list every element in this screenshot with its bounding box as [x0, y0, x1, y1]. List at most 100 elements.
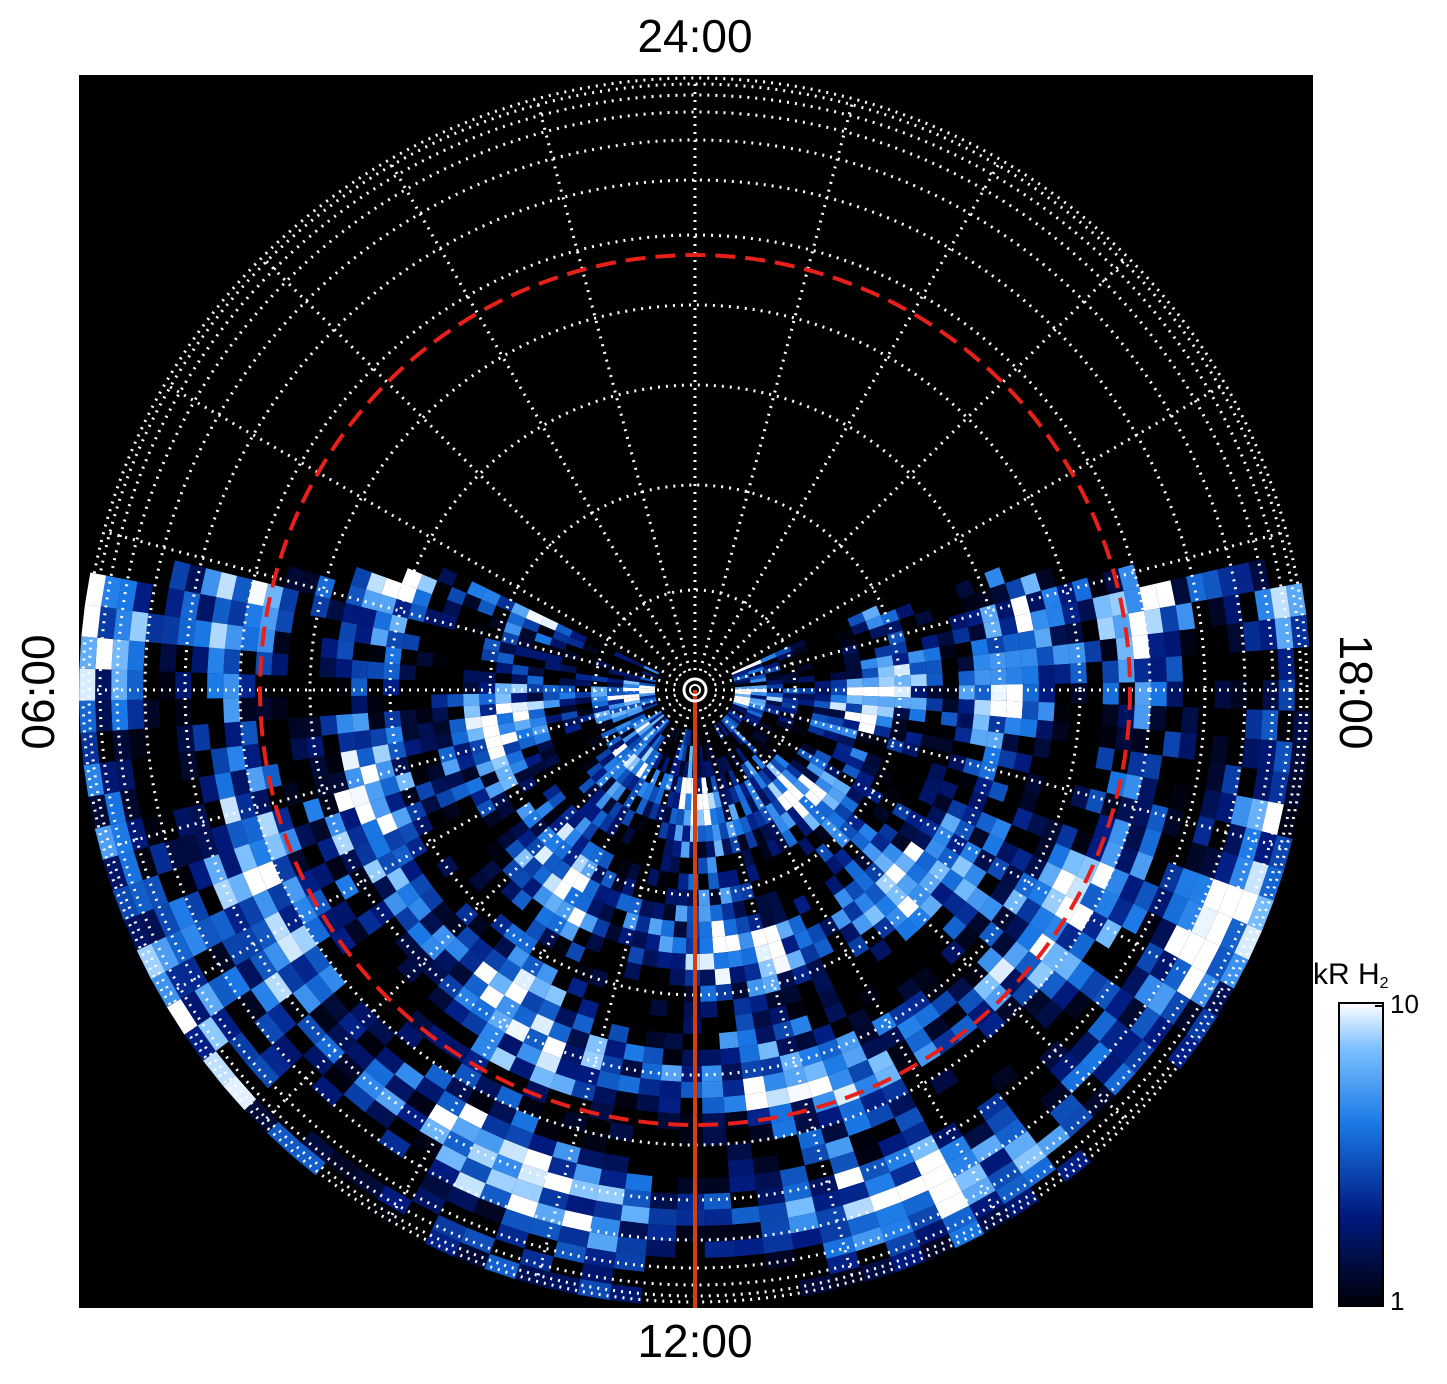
emission-cell: [308, 755, 329, 779]
emission-cell: [788, 1212, 820, 1234]
meridian: [387, 706, 687, 1221]
emission-cell: [496, 801, 516, 820]
emission-cell: [880, 609, 900, 625]
emission-cell: [604, 1039, 627, 1060]
emission-cell: [765, 674, 783, 682]
emission-cell: [782, 789, 799, 807]
emission-cell: [346, 824, 369, 849]
emission-cell: [984, 984, 1012, 1012]
emission-cell: [1214, 680, 1231, 709]
emission-cell: [865, 1103, 895, 1128]
emission-cell: [435, 733, 454, 750]
emission-cell: [454, 1242, 490, 1269]
emission-cell: [953, 926, 979, 952]
emission-cell: [845, 703, 863, 714]
emission-cell: [503, 621, 523, 637]
emission-cell: [194, 916, 222, 950]
emission-cell: [547, 645, 565, 658]
emission-cell: [765, 700, 783, 707]
emission-cell: [423, 608, 443, 627]
emission-cell: [149, 842, 174, 875]
emission-cell: [730, 730, 745, 746]
emission-cell: [231, 575, 253, 603]
emission-cell: [658, 720, 671, 735]
emission-cell: [335, 677, 352, 697]
emission-cell: [1213, 851, 1239, 885]
emission-cell: [511, 673, 528, 685]
emission-cell: [659, 854, 672, 873]
emission-cell: [833, 1166, 865, 1190]
emission-cell: [516, 1095, 545, 1119]
emission-cell: [783, 1066, 808, 1088]
emission-cell: [923, 646, 942, 662]
emission-cell: [739, 798, 753, 817]
emission-cell: [211, 596, 232, 625]
emission-cell: [484, 781, 505, 799]
emission-cell: [1038, 1040, 1070, 1071]
emission-cell: [341, 602, 362, 625]
emission-cell: [639, 696, 657, 703]
emission-cell: [622, 753, 638, 769]
emission-cell: [669, 968, 686, 986]
latitude-ring: [238, 233, 1152, 1147]
emission-cell: [786, 949, 806, 970]
emission-cell: [734, 695, 751, 701]
emission-cell: [754, 1170, 783, 1191]
emission-cell: [665, 823, 677, 841]
emission-cell: [221, 966, 251, 999]
emission-cell: [636, 780, 650, 798]
emission-cell: [381, 577, 402, 599]
emission-cell: [930, 990, 958, 1016]
emission-cell: [672, 792, 681, 809]
emission-cell: [591, 809, 608, 828]
emission-cell: [895, 918, 919, 942]
emission-cell: [361, 818, 384, 843]
emission-cell: [780, 706, 798, 716]
emission-cell: [639, 692, 656, 697]
emission-cell: [877, 1132, 908, 1158]
emission-cell: [656, 870, 670, 889]
emission-cell: [521, 877, 543, 899]
emission-cell: [575, 691, 592, 699]
emission-cell: [656, 1112, 681, 1130]
emission-cell: [733, 1237, 765, 1257]
emission-cell: [512, 1004, 538, 1028]
emission-cell: [1117, 997, 1148, 1030]
emission-cell: [815, 843, 834, 863]
emission-cell: [940, 1002, 968, 1029]
emission-cell: [419, 911, 444, 936]
meridian: [698, 98, 855, 672]
emission-cell: [967, 623, 987, 642]
emission-cell: [482, 724, 501, 739]
emission-cell: [924, 838, 947, 860]
emission-cell: [242, 743, 262, 770]
emission-cell: [820, 817, 839, 837]
emission-cell: [745, 711, 762, 722]
emission-cell: [658, 935, 674, 953]
emission-cell: [546, 913, 568, 935]
emission-cell: [1163, 924, 1192, 958]
emission-cell: [731, 666, 747, 676]
emission-cell: [151, 971, 181, 1008]
emission-cell: [525, 609, 545, 625]
emission-cell: [664, 888, 678, 906]
emission-cell: [528, 708, 546, 720]
emission-cell: [962, 757, 983, 777]
emission-cell: [598, 722, 616, 734]
emission-cell: [522, 810, 542, 829]
emission-cell: [432, 720, 451, 736]
emission-cell: [802, 768, 820, 784]
emission-cell: [145, 613, 165, 644]
emission-cell: [811, 972, 834, 995]
emission-cell: [1203, 980, 1234, 1017]
emission-cell: [883, 1146, 915, 1173]
emission-cell: [487, 745, 506, 761]
emission-cell: [877, 706, 895, 718]
emission-cell: [582, 643, 600, 655]
emission-cell: [719, 773, 729, 790]
emission-cell: [463, 669, 480, 683]
emission-cell: [816, 1106, 844, 1129]
emission-cell: [562, 847, 581, 867]
emission-cell: [580, 1132, 608, 1154]
emission-cell: [159, 671, 176, 700]
